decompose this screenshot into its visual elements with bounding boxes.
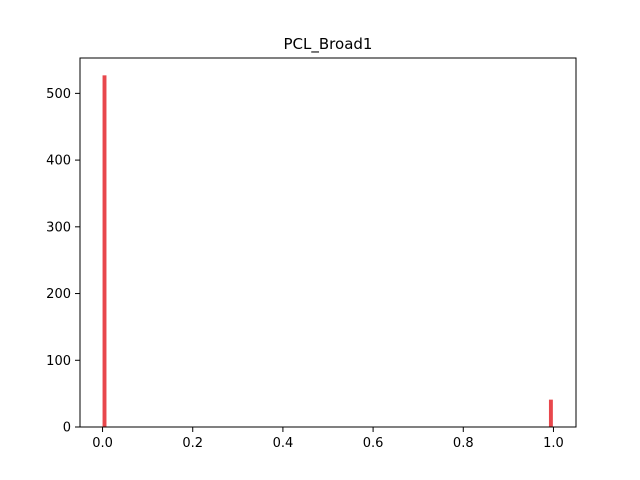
y-tick-label: 300 (46, 220, 71, 235)
x-tick-label: 1.0 (543, 436, 564, 451)
y-tick-label: 0 (63, 421, 71, 436)
x-axis: 0.0 0.2 0.4 0.6 0.8 1.0 (92, 427, 564, 451)
chart-title: PCL_Broad1 (284, 35, 373, 54)
y-tick-label: 100 (46, 354, 71, 369)
x-tick-label: 0.4 (273, 436, 294, 451)
histogram-bar-1 (548, 399, 553, 427)
y-tick-label: 200 (46, 287, 71, 302)
plot-frame (79, 57, 577, 428)
x-tick-label: 0.8 (453, 436, 474, 451)
x-tick-label: 0.6 (363, 436, 384, 451)
y-axis: 0 100 200 300 400 500 (46, 87, 80, 436)
y-tick-label: 400 (46, 154, 71, 169)
x-tick-label: 0.0 (92, 436, 113, 451)
histogram-bar-0 (102, 75, 107, 427)
y-tick-label: 500 (46, 87, 71, 102)
bars-layer (102, 75, 553, 427)
x-tick-label: 0.2 (182, 436, 203, 451)
